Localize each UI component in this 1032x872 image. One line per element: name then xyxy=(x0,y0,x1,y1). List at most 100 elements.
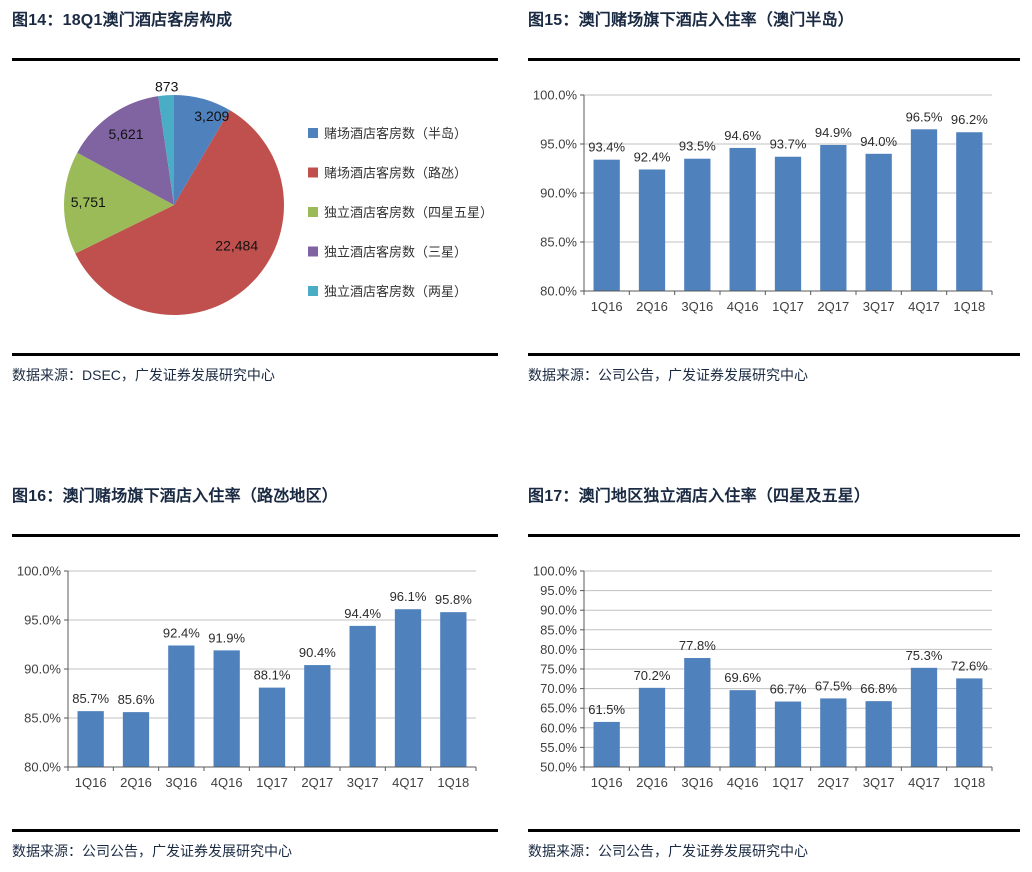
bar-value-label: 92.4% xyxy=(163,625,200,640)
bar xyxy=(349,625,376,767)
bar-chart-svg: 50.0% 55.0% 60.0% 65.0% 70.0% 75.0% 80.0% 85.0%… xyxy=(533,564,993,791)
pie-value-label: 3,209 xyxy=(194,108,229,124)
figure16-title: 图16：澳门赌场旗下酒店入住率（路氹地区） xyxy=(12,488,338,505)
legend-label: 赌场酒店客房数（路氹） xyxy=(324,166,467,181)
title-rule xyxy=(528,534,1020,537)
bar-value-label: 92.4% xyxy=(634,149,671,164)
ytick-label: 80.0% xyxy=(540,642,577,657)
ytick-label: 85.0% xyxy=(540,235,577,250)
bar-value-label: 91.9% xyxy=(208,630,245,645)
bar xyxy=(684,158,711,291)
source-rule xyxy=(12,353,498,356)
bars xyxy=(77,609,467,767)
category-label: 4Q16 xyxy=(727,775,759,790)
pie-slice xyxy=(174,95,230,205)
bar xyxy=(865,701,892,767)
bar-value-label: 66.7% xyxy=(770,682,807,697)
title-rule xyxy=(528,58,1020,61)
bar-value-label: 85.6% xyxy=(118,692,155,707)
bar-value-label: 75.3% xyxy=(906,648,943,663)
pie-slice xyxy=(64,152,174,254)
pie-value-label: 5,621 xyxy=(108,126,143,142)
bar xyxy=(593,721,620,767)
figure17-panel: 图17：澳门地区独立酒店入住率（四星及五星） 50.0% 55.0% 60.0% 65… xyxy=(528,486,1020,861)
figure15-title: 图15：澳门赌场旗下酒店入住率（澳门半岛） xyxy=(528,12,854,29)
legend-marker xyxy=(308,286,318,296)
pie-value-label: 873 xyxy=(155,78,179,94)
bar-value-label: 94.0% xyxy=(860,134,897,149)
source-rule xyxy=(12,829,498,832)
pie-chart-figure14: 3,209 22,484 5,751 5,621 873 赌场酒店客房数（半岛） 赌场酒店客… xyxy=(12,75,498,343)
bar-chart-svg: 80.0% 85.0% 90.0% 95.0% 100.0% 93.4% 92.4% 93.5… xyxy=(533,88,993,314)
bar xyxy=(394,609,422,767)
bar xyxy=(956,678,983,767)
ytick-label: 85.0% xyxy=(24,711,61,726)
category-label: 3Q16 xyxy=(165,775,197,790)
bar-value-label: 61.5% xyxy=(588,702,625,717)
category-label: 2Q16 xyxy=(636,775,668,790)
category-label: 1Q17 xyxy=(772,299,804,314)
legend-marker xyxy=(308,246,318,257)
bar xyxy=(77,711,104,767)
category-label: 4Q17 xyxy=(392,775,424,790)
source-rule xyxy=(528,829,1020,832)
category-label: 2Q16 xyxy=(636,299,668,314)
bar xyxy=(638,687,666,767)
bar-value-label: 77.8% xyxy=(679,638,716,653)
legend-label: 独立酒店客房数（四星五星） xyxy=(324,205,493,220)
pie-labels: 3,209 22,484 5,751 5,621 873 xyxy=(71,78,259,253)
bar xyxy=(684,658,711,767)
legend-label: 独立酒店客房数（两星） xyxy=(324,284,467,299)
bar-value-label: 96.5% xyxy=(906,109,943,124)
bar-value-label: 72.6% xyxy=(951,658,988,673)
ytick-label: 90.0% xyxy=(24,662,61,677)
category-label: 2Q17 xyxy=(301,775,333,790)
bar xyxy=(910,667,938,767)
figure15-panel: 图15：澳门赌场旗下酒店入住率（澳门半岛） 80.0% 85.0% 90.0% 95.… xyxy=(528,10,1020,385)
bars xyxy=(593,658,983,767)
labels: 50.0% 55.0% 60.0% 65.0% 70.0% 75.0% 80.0% 85.0%… xyxy=(533,564,988,791)
ytick-label: 80.0% xyxy=(24,760,61,775)
pie-slice xyxy=(158,95,174,205)
bar xyxy=(638,169,666,291)
bar-chart-svg: 80.0% 85.0% 90.0% 95.0% 100.0% 85.7% 85.6% 92.4… xyxy=(17,564,477,791)
category-label: 3Q16 xyxy=(681,299,713,314)
category-label: 4Q16 xyxy=(211,775,243,790)
bar-value-label: 67.5% xyxy=(815,678,852,693)
bar-value-label: 70.2% xyxy=(634,668,671,683)
category-label: 1Q18 xyxy=(953,775,985,790)
pie-value-label: 22,484 xyxy=(215,238,258,254)
legend: 赌场酒店客房数（半岛） 赌场酒店客房数（路氹） 独立酒店客房数（四星五星） 独立酒店客… xyxy=(308,126,493,299)
bar-value-label: 93.4% xyxy=(588,140,625,155)
figure16-panel: 图16：澳门赌场旗下酒店入住率（路氹地区） 80.0% 85.0% 90.0% 95.… xyxy=(12,486,498,861)
legend-marker xyxy=(308,207,318,217)
axes xyxy=(580,570,993,771)
category-label: 3Q17 xyxy=(863,775,895,790)
bar xyxy=(122,712,150,767)
bar-chart-figure15: 80.0% 85.0% 90.0% 95.0% 100.0% 93.4% 92.4% 93.5… xyxy=(528,75,1020,343)
bars xyxy=(593,129,983,291)
axes xyxy=(580,94,993,295)
category-label: 1Q16 xyxy=(75,775,107,790)
bar xyxy=(865,153,892,291)
source-text: 数据来源：公司公告，广发证券发展研究中心 xyxy=(528,843,808,859)
bar-value-label: 94.9% xyxy=(815,125,852,140)
source-rule xyxy=(528,353,1020,356)
bar-value-label: 88.1% xyxy=(254,668,291,683)
legend-marker xyxy=(308,128,318,138)
ytick-label: 90.0% xyxy=(540,603,577,618)
bar xyxy=(956,132,983,291)
title-rule xyxy=(12,534,498,537)
bar-value-label: 95.8% xyxy=(435,592,472,607)
ytick-label: 85.0% xyxy=(540,622,577,637)
labels: 80.0% 85.0% 90.0% 95.0% 100.0% 85.7% 85.6% 92.4… xyxy=(17,564,472,791)
bar-value-label: 85.7% xyxy=(72,691,109,706)
category-label: 4Q16 xyxy=(727,299,759,314)
bar xyxy=(774,701,802,767)
ytick-label: 70.0% xyxy=(540,681,577,696)
bar xyxy=(213,650,240,767)
bar-value-label: 94.4% xyxy=(344,606,381,621)
pie-slices xyxy=(64,95,284,315)
category-label: 1Q17 xyxy=(256,775,288,790)
